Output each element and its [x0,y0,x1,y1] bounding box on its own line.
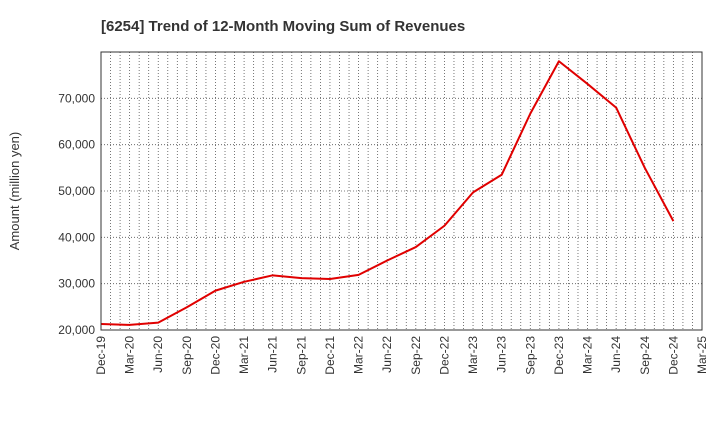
y-tick-label: 40,000 [58,230,95,244]
y-axis-ticks: 20,000 30,000 40,000 50,000 60,000 70,000 [58,91,95,337]
x-tick-label: Sep-20 [180,336,194,375]
x-tick-label: Dec-19 [94,336,108,375]
y-tick-label: 60,000 [58,138,95,152]
x-tick-label: Dec-20 [208,336,222,375]
x-tick-label: Jun-20 [151,336,165,373]
x-tick-label: Jun-24 [609,336,623,373]
series-lines [100,60,675,326]
y-tick-label: 70,000 [58,91,95,105]
x-tick-label: Jun-21 [266,336,280,373]
x-tick-label: Sep-22 [409,336,423,375]
x-tick-label: Mar-23 [466,336,480,374]
x-tick-label: Jun-23 [495,336,509,373]
x-tick-label: Mar-20 [123,336,137,374]
series-line [100,60,675,326]
y-tick-label: 20,000 [58,323,95,337]
x-tick-label: Mar-22 [352,336,366,374]
x-tick-label: Mar-24 [581,336,595,374]
x-tick-label: Dec-21 [323,336,337,375]
x-tick-label: Dec-24 [666,336,680,375]
chart-title: [6254] Trend of 12-Month Moving Sum of R… [101,18,465,35]
x-tick-label: Sep-24 [638,336,652,375]
x-tick-label: Sep-21 [294,336,308,375]
x-tick-label: Jun-22 [380,336,394,373]
x-tick-label: Mar-25 [695,336,709,374]
x-axis-ticks: Dec-19 Mar-20 Jun-20 Sep-20 Dec-20 Mar-21 Jun-… [94,336,709,375]
y-axis-label: Amount (million yen) [7,132,22,251]
x-tick-label: Mar-21 [237,336,251,374]
plot-frame [100,51,703,331]
x-tick-label: Sep-23 [523,336,537,375]
x-tick-label: Dec-22 [437,336,451,375]
y-tick-label: 50,000 [58,184,95,198]
grid-lines [101,52,702,330]
x-tick-label: Dec-23 [552,336,566,375]
y-tick-label: 30,000 [58,277,95,291]
